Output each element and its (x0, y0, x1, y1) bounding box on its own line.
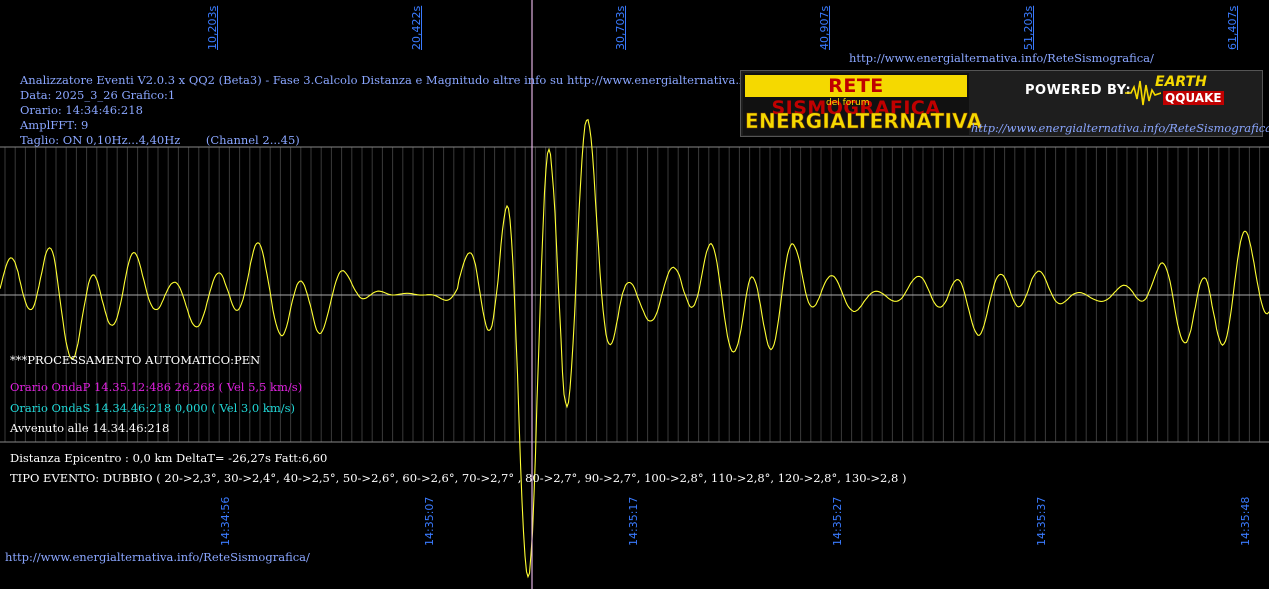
banner-rete-title: RETE SISMOGRAFICA (745, 75, 967, 119)
top-time-label: 51,203s (1022, 5, 1035, 50)
bottom-time-label: 14:35:48 (1239, 496, 1252, 546)
top-time-label: 40,907s (818, 5, 831, 50)
bottom-url-link[interactable]: http://www.energialternativa.info/ReteSi… (5, 550, 310, 564)
banner-energialternativa-text: ENERGIALTERNATIVA (745, 109, 983, 134)
banner-powered-by: POWERED BY: (1025, 83, 1132, 98)
processing-status: ***PROCESSAMENTO AUTOMATICO:PEN (10, 353, 261, 367)
seismic-trace (0, 118, 1269, 579)
filter-line: Taglio: ON 0,10Hz...4,40Hz (Channel 2...… (20, 133, 300, 147)
banner-qquake-logo: QQUAKE (1163, 91, 1224, 105)
time-line: Orario: 14:34:46:218 (20, 103, 143, 117)
banner-forum-text: del forum (826, 98, 870, 108)
event-type: TIPO EVENTO: DUBBIO ( 20->2,3°, 30->2,4°… (10, 471, 907, 485)
top-time-label: 10,203s (206, 5, 219, 50)
analyzer-title: Analizzatore Eventi V2.0.3 x QQ2 (Beta3)… (20, 73, 821, 87)
top-time-label: 30,703s (614, 5, 627, 50)
amplfft-line: AmplFFT: 9 (20, 118, 89, 132)
bottom-time-label: 14:34:56 (219, 496, 232, 546)
banner-earth-logo: EARTH (1155, 74, 1207, 90)
bottom-time-label: 14:35:27 (831, 496, 844, 546)
bottom-time-label: 14:35:17 (627, 496, 640, 546)
event-occurred-time: Avvenuto alle 14.34.46:218 (10, 421, 170, 435)
top-url-link[interactable]: http://www.energialternativa.info/ReteSi… (849, 51, 1154, 65)
date-line: Data: 2025_3_26 Grafico:1 (20, 88, 176, 102)
bottom-time-label: 14:35:37 (1035, 496, 1048, 546)
epicenter-distance: Distanza Epicentro : 0,0 km DeltaT= -26,… (10, 451, 328, 465)
top-time-label: 61,407s (1226, 5, 1239, 50)
network-banner[interactable]: RETE SISMOGRAFICA del forum ENERGIALTERN… (740, 70, 1269, 137)
bottom-time-label: 14:35:07 (423, 496, 436, 546)
seismograph-wave-icon (1125, 80, 1161, 106)
onda-p-time: Orario OndaP 14.35.12:486 26,268 ( Vel 5… (10, 380, 303, 394)
onda-s-time: Orario OndaS 14.34.46:218 0,000 ( Vel 3,… (10, 401, 296, 415)
top-time-label: 20,422s (410, 5, 423, 50)
banner-url-link[interactable]: http://www.energialternativa.info/ReteSi… (971, 121, 1269, 135)
